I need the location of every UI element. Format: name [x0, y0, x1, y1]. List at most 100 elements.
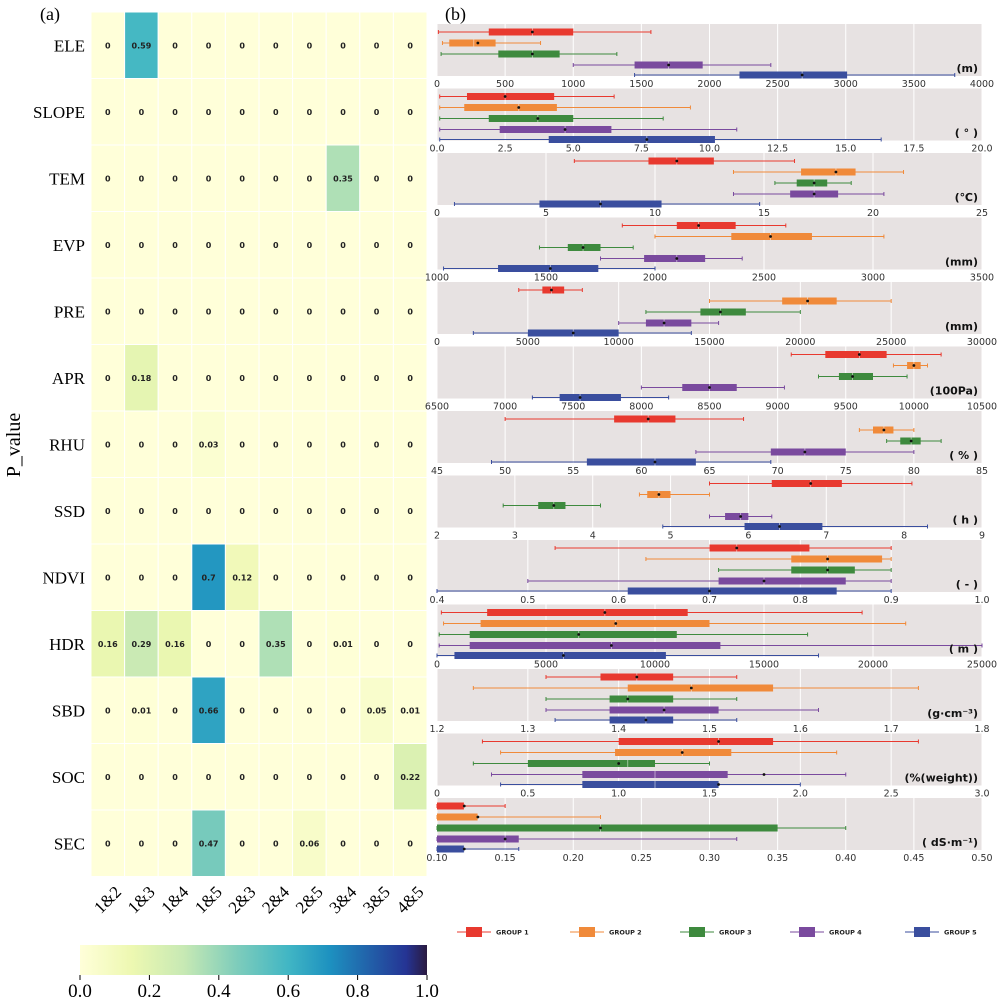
heatmap-cell [325, 610, 361, 678]
x-tick-label: 1000 [425, 273, 449, 284]
legend-box [466, 927, 482, 937]
heatmap-cell-value: 0.01 [400, 706, 420, 715]
x-tick-label: 8500 [697, 402, 721, 413]
heatmap-cell-value: 0 [307, 41, 313, 50]
x-tick-label: 0.40 [835, 853, 856, 864]
mean-marker [762, 773, 766, 776]
box [838, 373, 873, 380]
heatmap-cell [124, 11, 159, 79]
heatmap-row-label: RHU [49, 435, 85, 454]
mean-marker [809, 482, 813, 485]
heatmap-cell-value: 0 [374, 440, 380, 449]
mean-marker [517, 106, 521, 109]
x-tick-label: 15000 [749, 660, 779, 671]
mean-marker [578, 396, 582, 399]
mean-marker [653, 460, 657, 464]
heatmap-cell-value: 0 [307, 773, 313, 782]
mean-marker [657, 493, 661, 496]
x-tick-label: 15000 [694, 337, 724, 348]
x-tick-label: 2.5 [498, 144, 513, 155]
x-tick-label: 5 [543, 208, 549, 219]
heatmap-cell-value: 0 [206, 241, 212, 250]
heatmap-cell [124, 78, 159, 146]
heatmap-cell-value: 0 [273, 174, 279, 183]
x-tick-label: 0.4 [429, 595, 444, 606]
heatmap-cell [392, 809, 428, 877]
mean-marker [644, 718, 648, 722]
x-tick-label: 2500 [766, 79, 790, 90]
box [538, 502, 566, 509]
x-tick-label: 4000 [970, 79, 994, 90]
boxplot-panel: 0 5000 10000 15000 20000 25000 30000 (mm) [434, 282, 997, 348]
mean-marker [826, 568, 829, 572]
heatmap-cell [191, 543, 226, 611]
heatmap-cell-value: 0 [273, 241, 279, 250]
heatmap-cell-value: 0 [407, 640, 413, 649]
heatmap-cell [325, 144, 361, 212]
mean-marker [550, 288, 553, 292]
heatmap-cell [90, 11, 126, 79]
mean-marker [536, 117, 540, 120]
mean-marker [635, 675, 639, 679]
box [744, 523, 823, 530]
x-tick-label: 60 [635, 466, 647, 477]
heatmap-cell-value: 0 [139, 507, 145, 516]
legend-box [689, 927, 705, 937]
box [609, 716, 674, 724]
heatmap-cell [124, 144, 159, 212]
heatmap-cell-value: 0 [273, 573, 279, 582]
x-tick-label: 0 [434, 79, 440, 90]
mean-marker [603, 611, 607, 614]
heatmap-cell-value: 0 [105, 507, 111, 516]
colorbar-tick-label: 1.0 [415, 981, 439, 1000]
x-tick-label: 1.0 [974, 595, 989, 606]
box [437, 802, 465, 810]
x-tick-label: 3000 [861, 273, 885, 284]
x-tick-label: 6500 [425, 402, 449, 413]
box [796, 179, 828, 187]
heatmap-cell [90, 144, 126, 212]
x-tick-label: 25 [976, 208, 988, 219]
heatmap-cell-value: 0 [307, 440, 313, 449]
x-tick-label: 7 [823, 531, 829, 542]
heatmap: 0 0.59 0 0 0 0 0 0 0 0 ELE 0 0 0 0 0 0 0 0 0 0 SLOPE 0 0 0 0 0 0 0 0.… [33, 11, 428, 917]
x-tick-label: 3.0 [974, 789, 989, 800]
heatmap-cell [90, 211, 126, 279]
heatmap-cell-value: 0 [340, 839, 346, 848]
x-tick-label: 20000 [785, 337, 815, 348]
heatmap-cell-value: 0.18 [132, 374, 152, 383]
x-tick-label: 500 [496, 79, 514, 90]
mean-marker [476, 41, 480, 45]
boxplot-panel: 1000 1500 2000 2500 3000 3500 (mm) [425, 217, 994, 284]
mean-marker [462, 804, 466, 808]
x-tick-label: 0.5 [520, 595, 535, 606]
heatmap-cell-value: 0 [407, 507, 413, 516]
panel-label-a: (a) [40, 4, 60, 25]
heatmap-cell-value: 0.06 [300, 839, 320, 848]
heatmap-cell [292, 277, 327, 345]
heatmap-cell [292, 610, 327, 678]
mean-marker [739, 515, 743, 518]
box [437, 824, 778, 832]
boxplot-panel: 45 50 55 60 65 70 75 80 85 ( % ) [431, 411, 988, 477]
box [582, 781, 719, 788]
boxplot-panel: 0.10 0.15 0.20 0.25 0.30 0.35 0.40 0.45 0.50 ( dS… [426, 798, 993, 864]
legend: GROUP 1 GROUP 2 GROUP 3 GROUP 4 GROUP 5 [457, 927, 977, 937]
heatmap-cell [90, 809, 126, 877]
box [542, 286, 565, 294]
heatmap-cell-value: 0 [407, 41, 413, 50]
heatmap-cell-value: 0 [139, 773, 145, 782]
box [709, 544, 810, 552]
heatmap-cell-value: 0 [407, 108, 413, 117]
x-tick-label: 0.8 [793, 595, 808, 606]
box [614, 415, 676, 423]
x-tick-label: 0.35 [767, 853, 788, 864]
heatmap-col-label: 1&3 [124, 882, 159, 917]
heatmap-cell [359, 809, 394, 877]
heatmap-cell [90, 610, 126, 678]
heatmap-cell-value: 0 [374, 507, 380, 516]
x-tick-label: 8 [901, 531, 907, 542]
mean-marker [571, 331, 575, 335]
x-tick-label: 25000 [967, 660, 997, 671]
heatmap-cell [191, 477, 226, 545]
